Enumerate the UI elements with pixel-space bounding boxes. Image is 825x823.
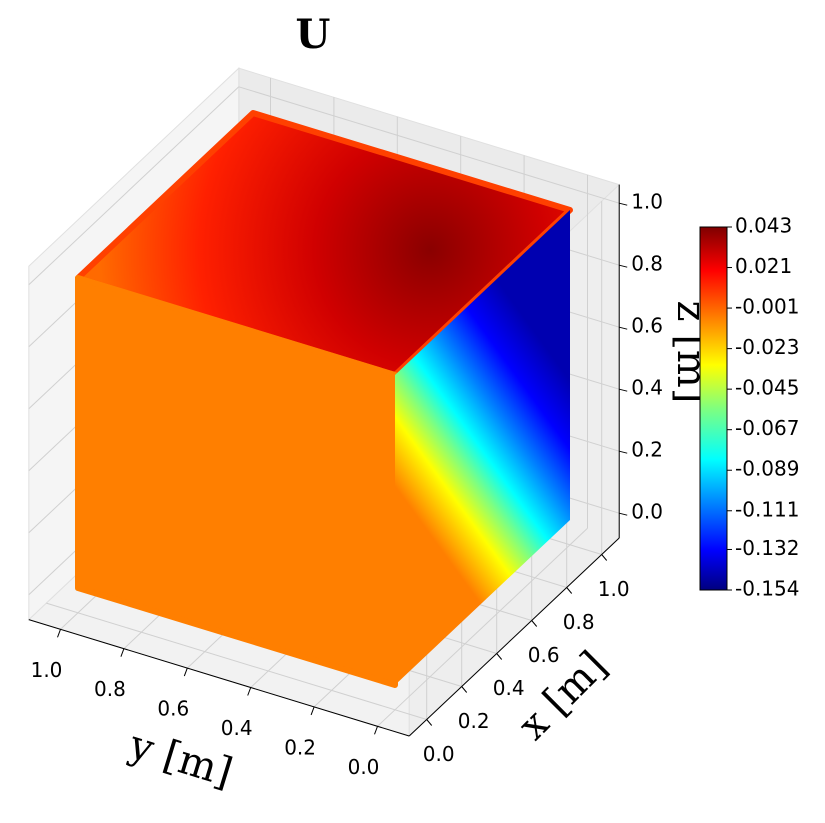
y-tick-label: 0.2 bbox=[284, 735, 316, 759]
y-tick bbox=[57, 629, 61, 638]
y-tick-label: 0.0 bbox=[348, 755, 380, 779]
x-tick bbox=[426, 719, 433, 726]
y-tick bbox=[247, 687, 252, 696]
chart-title: U bbox=[296, 11, 331, 58]
x-tick bbox=[566, 587, 573, 594]
y-tick-label: 0.6 bbox=[157, 697, 189, 721]
colorbar bbox=[699, 226, 728, 591]
z-tick-label: 0.6 bbox=[631, 314, 663, 338]
x-tick-label: 0.6 bbox=[528, 643, 560, 667]
x-tick bbox=[461, 686, 468, 693]
z-tick bbox=[619, 202, 628, 206]
y-tick bbox=[183, 667, 188, 677]
colorbar-tick-label: -0.067 bbox=[735, 416, 799, 440]
axis-line bbox=[408, 537, 620, 737]
z-tick bbox=[619, 450, 628, 454]
z-tick bbox=[619, 512, 628, 516]
x-tick bbox=[601, 554, 608, 561]
y-tick-label: 1.0 bbox=[31, 658, 63, 682]
cube-right bbox=[395, 210, 570, 685]
colorbar-tick-label: -0.089 bbox=[735, 457, 799, 481]
colorbar-tick-label: 0.043 bbox=[735, 214, 792, 238]
grid-line bbox=[28, 86, 240, 286]
colorbar-tick-label: -0.111 bbox=[735, 497, 799, 521]
colorbar-tick-label: -0.023 bbox=[735, 335, 799, 359]
z-tick-label: 0.8 bbox=[631, 252, 663, 276]
z-tick-label: 0.2 bbox=[631, 438, 663, 462]
x-tick bbox=[496, 653, 503, 660]
y-tick-label: 0.8 bbox=[94, 677, 126, 701]
colorbar-tick-label: -0.132 bbox=[735, 536, 799, 560]
axis-line bbox=[28, 619, 410, 737]
x-tick-label: 0.4 bbox=[493, 676, 525, 700]
grid-line bbox=[377, 527, 588, 727]
y-tick bbox=[310, 706, 315, 716]
colorbar-tick-label: -0.001 bbox=[735, 295, 799, 319]
y-tick bbox=[120, 648, 125, 657]
x-tick-label: 0.8 bbox=[563, 610, 595, 634]
x-tick-label: 1.0 bbox=[598, 577, 630, 601]
colorbar-tick-label: -0.045 bbox=[735, 376, 799, 400]
y-tick-label: 0.4 bbox=[221, 716, 253, 740]
cube bbox=[75, 110, 573, 688]
x-tick-label: 0.0 bbox=[423, 742, 455, 766]
z-tick-label: 0.0 bbox=[631, 500, 663, 524]
colorbar-tick-label: 0.021 bbox=[735, 254, 792, 278]
z-tick bbox=[619, 388, 628, 392]
grid-line bbox=[238, 86, 620, 204]
x-tick bbox=[531, 620, 538, 627]
z-tick-label: 1.0 bbox=[631, 190, 663, 214]
z-tick bbox=[619, 264, 628, 268]
x-axis-label: x [m] bbox=[510, 643, 616, 749]
y-tick bbox=[374, 726, 378, 735]
grid-line bbox=[46, 602, 427, 720]
z-tick bbox=[619, 326, 628, 330]
x-tick-label: 0.2 bbox=[458, 709, 490, 733]
colorbar-tick-label: -0.154 bbox=[735, 577, 799, 601]
z-tick-label: 0.4 bbox=[631, 376, 663, 400]
